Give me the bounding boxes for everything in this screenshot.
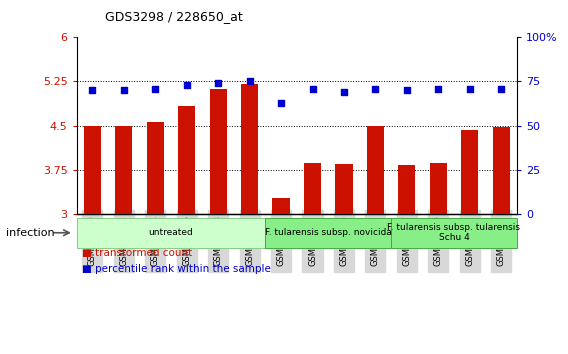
- Point: [465, 86, 474, 91]
- Point: [308, 86, 317, 91]
- Bar: [304, 163, 321, 214]
- Bar: [335, 164, 353, 214]
- Text: GDS3298 / 228650_at: GDS3298 / 228650_at: [105, 10, 243, 23]
- Point: [496, 86, 506, 91]
- Bar: [210, 89, 227, 214]
- Text: ■ transformed count: ■ transformed count: [82, 248, 193, 258]
- Bar: [178, 106, 195, 214]
- Bar: [367, 126, 384, 214]
- Bar: [115, 126, 132, 214]
- Point: [277, 100, 286, 105]
- Point: [182, 82, 191, 88]
- Point: [119, 87, 128, 93]
- Bar: [429, 163, 447, 214]
- Point: [402, 87, 411, 93]
- Bar: [147, 122, 164, 214]
- Bar: [273, 198, 290, 214]
- Point: [434, 86, 443, 91]
- Point: [340, 89, 349, 95]
- Bar: [398, 165, 415, 214]
- Point: [245, 79, 254, 84]
- Bar: [241, 84, 258, 214]
- Point: [88, 87, 97, 93]
- Text: untreated: untreated: [149, 228, 193, 237]
- Text: ■ percentile rank within the sample: ■ percentile rank within the sample: [82, 264, 272, 274]
- Point: [371, 86, 380, 91]
- Text: F. tularensis subsp. tularensis
Schu 4: F. tularensis subsp. tularensis Schu 4: [387, 223, 520, 242]
- Bar: [492, 127, 510, 214]
- Point: [151, 86, 160, 91]
- Point: [214, 80, 223, 86]
- Bar: [461, 130, 478, 214]
- Bar: [83, 126, 101, 214]
- Text: infection: infection: [6, 228, 55, 238]
- Text: F. tularensis subsp. novicida: F. tularensis subsp. novicida: [265, 228, 392, 237]
